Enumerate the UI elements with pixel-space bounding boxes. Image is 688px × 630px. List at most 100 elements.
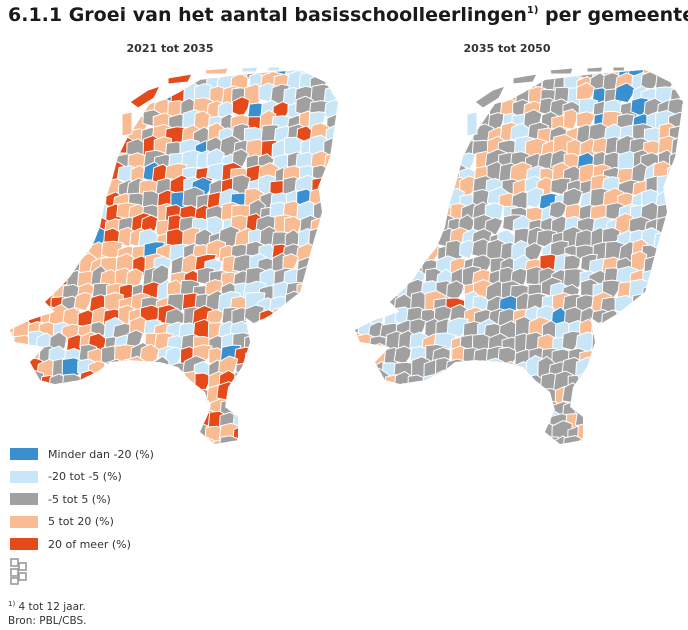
municipality-area: [61, 217, 84, 237]
municipality-area: [273, 331, 294, 356]
municipality-area: [143, 70, 167, 81]
municipality-area: [298, 409, 316, 434]
municipality-area: [434, 398, 454, 419]
municipality-area: [484, 70, 508, 84]
municipality-area: [356, 112, 380, 136]
municipality-area: [368, 70, 389, 81]
municipality-area: [511, 424, 533, 444]
municipality-area: [421, 113, 440, 138]
municipality-area: [626, 348, 647, 371]
municipality-area: [36, 205, 59, 229]
municipality-area: [333, 251, 338, 277]
municipality-area: [47, 165, 70, 185]
municipality-area: [655, 295, 675, 316]
municipality-area: [382, 244, 406, 268]
municipality-area: [681, 227, 683, 250]
municipality-area: [23, 386, 44, 406]
municipality-area: [258, 344, 281, 368]
municipality-area: [421, 140, 445, 162]
municipality-area: [49, 215, 67, 238]
municipality-area: [381, 139, 399, 161]
island-ameland: [586, 66, 604, 73]
municipality-area: [287, 319, 308, 341]
municipality-area: [461, 70, 483, 85]
municipality-area: [337, 321, 338, 341]
municipality-area: [140, 399, 161, 424]
municipality-area: [12, 240, 31, 263]
municipality-area: [513, 437, 535, 444]
municipality-area: [392, 89, 415, 112]
municipality-area: [470, 438, 494, 444]
municipality-area: [383, 383, 401, 405]
municipality-area: [311, 371, 335, 392]
municipality-area: [115, 408, 138, 432]
municipality-area: [339, 135, 340, 157]
municipality-area: [618, 375, 639, 400]
footnote-line: 1) 4 tot 12 jaar.: [8, 597, 87, 614]
municipality-area: [100, 396, 118, 418]
municipality-area: [409, 408, 428, 432]
municipality-area: [485, 357, 504, 380]
municipality-area: [526, 424, 549, 444]
municipality-area: [395, 111, 418, 134]
municipality-area: [190, 398, 209, 420]
municipality-area: [323, 332, 338, 355]
municipality-area: [682, 413, 683, 436]
municipality-area: [371, 253, 390, 275]
municipality-area: [10, 101, 19, 126]
chart-title: 6.1.1 Groei van het aantal basisschoolle…: [8, 4, 688, 26]
municipality-area: [411, 140, 432, 165]
municipality-area: [424, 165, 444, 189]
municipality-area: [258, 425, 281, 444]
municipality-area: [381, 256, 402, 282]
municipality-area: [463, 386, 486, 411]
municipality-area: [10, 357, 15, 378]
municipality-area: [14, 115, 37, 137]
municipality-area: [445, 399, 469, 421]
island-texel: [474, 85, 506, 109]
municipality-area: [322, 369, 338, 391]
municipality-area: [269, 435, 287, 444]
municipality-area: [447, 125, 471, 148]
legend-item: 20 of meer (%): [10, 533, 154, 556]
municipality-area: [355, 397, 361, 415]
municipality-area: [50, 201, 73, 226]
municipality-area: [392, 178, 415, 201]
municipality-area: [410, 70, 429, 78]
municipality-area: [320, 70, 338, 80]
municipality-area: [138, 373, 156, 398]
legend-swatch-grey: [10, 493, 38, 506]
municipality-area: [63, 401, 84, 420]
municipality-area: [10, 280, 27, 303]
municipality-area: [393, 345, 412, 365]
municipality-area: [448, 409, 473, 434]
municipality-area: [63, 384, 81, 408]
municipality-area: [337, 420, 338, 444]
municipality-area: [355, 255, 365, 278]
municipality-area: [666, 358, 683, 384]
municipality-area: [296, 282, 314, 302]
municipality-area: [115, 358, 135, 382]
municipality-area: [447, 70, 469, 91]
municipality-area: [355, 374, 363, 397]
municipality-area: [484, 386, 507, 411]
municipality-area: [23, 370, 45, 390]
municipality-area: [144, 415, 163, 435]
municipality-area: [669, 322, 683, 343]
municipality-area: [356, 164, 380, 188]
legend-label: -20 tot -5 (%): [48, 470, 122, 484]
municipality-area: [422, 149, 445, 170]
municipality-area: [324, 304, 338, 327]
municipality-area: [26, 162, 46, 183]
municipality-area: [287, 346, 307, 368]
municipality-area: [309, 383, 332, 404]
municipality-area: [408, 200, 430, 221]
municipality-area: [670, 278, 683, 300]
municipality-area: [115, 70, 138, 93]
municipality-area: [678, 265, 683, 289]
municipality-area: [447, 373, 472, 399]
municipality-area: [25, 177, 47, 198]
municipality-area: [312, 242, 332, 262]
municipality-area: [657, 423, 678, 444]
municipality-area: [525, 397, 544, 418]
